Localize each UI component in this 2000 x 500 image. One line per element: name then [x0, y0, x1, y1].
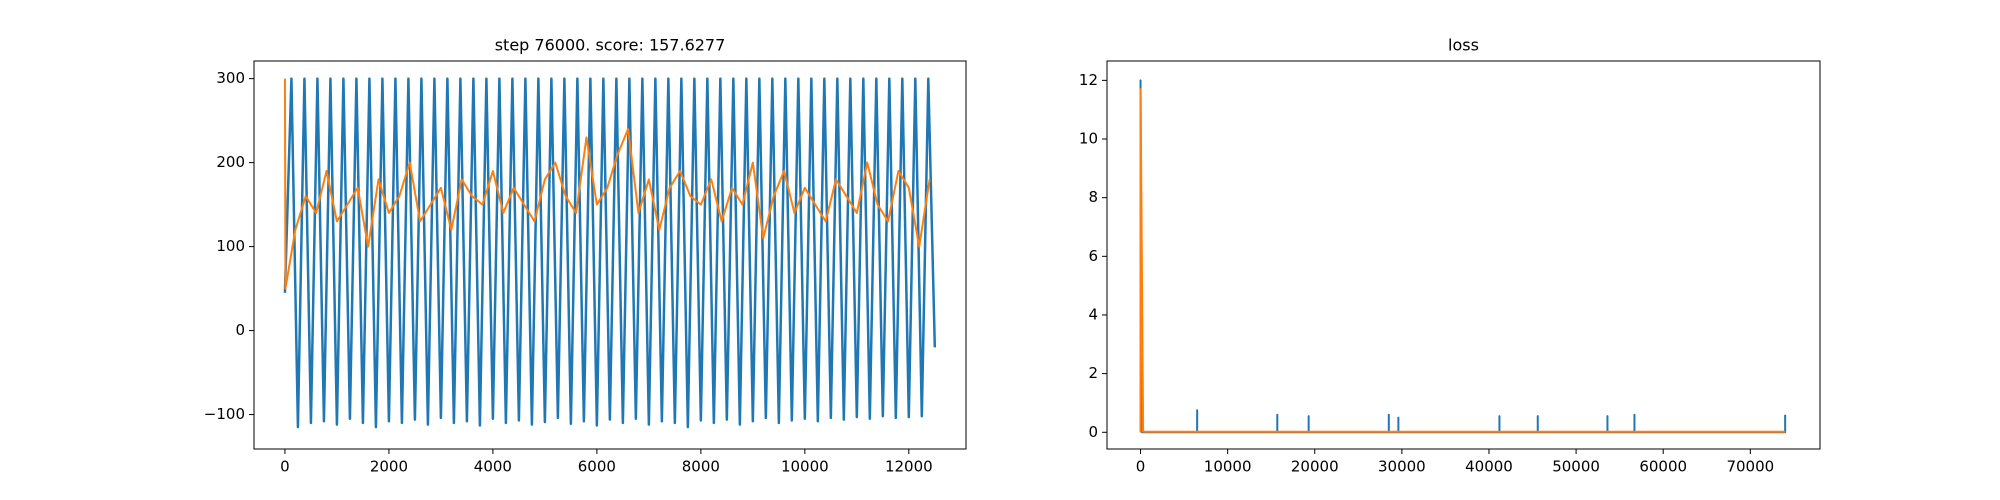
plot-area	[283, 77, 937, 429]
axes-frame	[253, 60, 967, 450]
chart-title: step 76000. score: 157.6277	[495, 36, 726, 55]
x-tick-label: 4000	[474, 458, 512, 476]
x-tick-label: 30000	[1378, 458, 1426, 476]
x-tick-label: 60000	[1639, 458, 1687, 476]
x-tick-label: 2000	[370, 458, 408, 476]
series-line	[283, 78, 931, 290]
y-tick-label: 2	[1088, 364, 1098, 382]
x-tick-label: 0	[280, 458, 290, 476]
y-tick-label: 10	[1079, 130, 1098, 148]
y-tick-label: 300	[216, 69, 245, 87]
y-tick-label: 8	[1088, 188, 1098, 206]
y-tick-label: 200	[216, 153, 245, 171]
x-tick-label: 8000	[682, 458, 720, 476]
plot-area	[1139, 79, 1787, 434]
x-tick-label: 20000	[1291, 458, 1339, 476]
x-tick-label: 10000	[781, 458, 829, 476]
x-tick-label: 70000	[1726, 458, 1774, 476]
x-tick-label: 12000	[885, 458, 933, 476]
y-tick-label: 12	[1079, 71, 1098, 89]
x-tick-label: 10000	[1204, 458, 1252, 476]
series-line	[1139, 79, 1787, 434]
x-tick-label: 0	[1136, 458, 1146, 476]
chart-title: loss	[1448, 36, 1479, 55]
y-tick-label: 4	[1088, 305, 1098, 323]
y-tick-label: 0	[235, 321, 245, 339]
y-tick-label: 100	[216, 237, 245, 255]
x-tick-label: 40000	[1465, 458, 1513, 476]
x-tick-label: 50000	[1552, 458, 1600, 476]
y-tick-label: 6	[1088, 247, 1098, 265]
series-line	[1139, 88, 1786, 433]
axes-frame	[1106, 60, 1821, 450]
x-tick-label: 6000	[578, 458, 616, 476]
series-line	[283, 77, 937, 429]
y-tick-label: 0	[1088, 423, 1098, 441]
y-tick-label: −100	[204, 405, 245, 423]
